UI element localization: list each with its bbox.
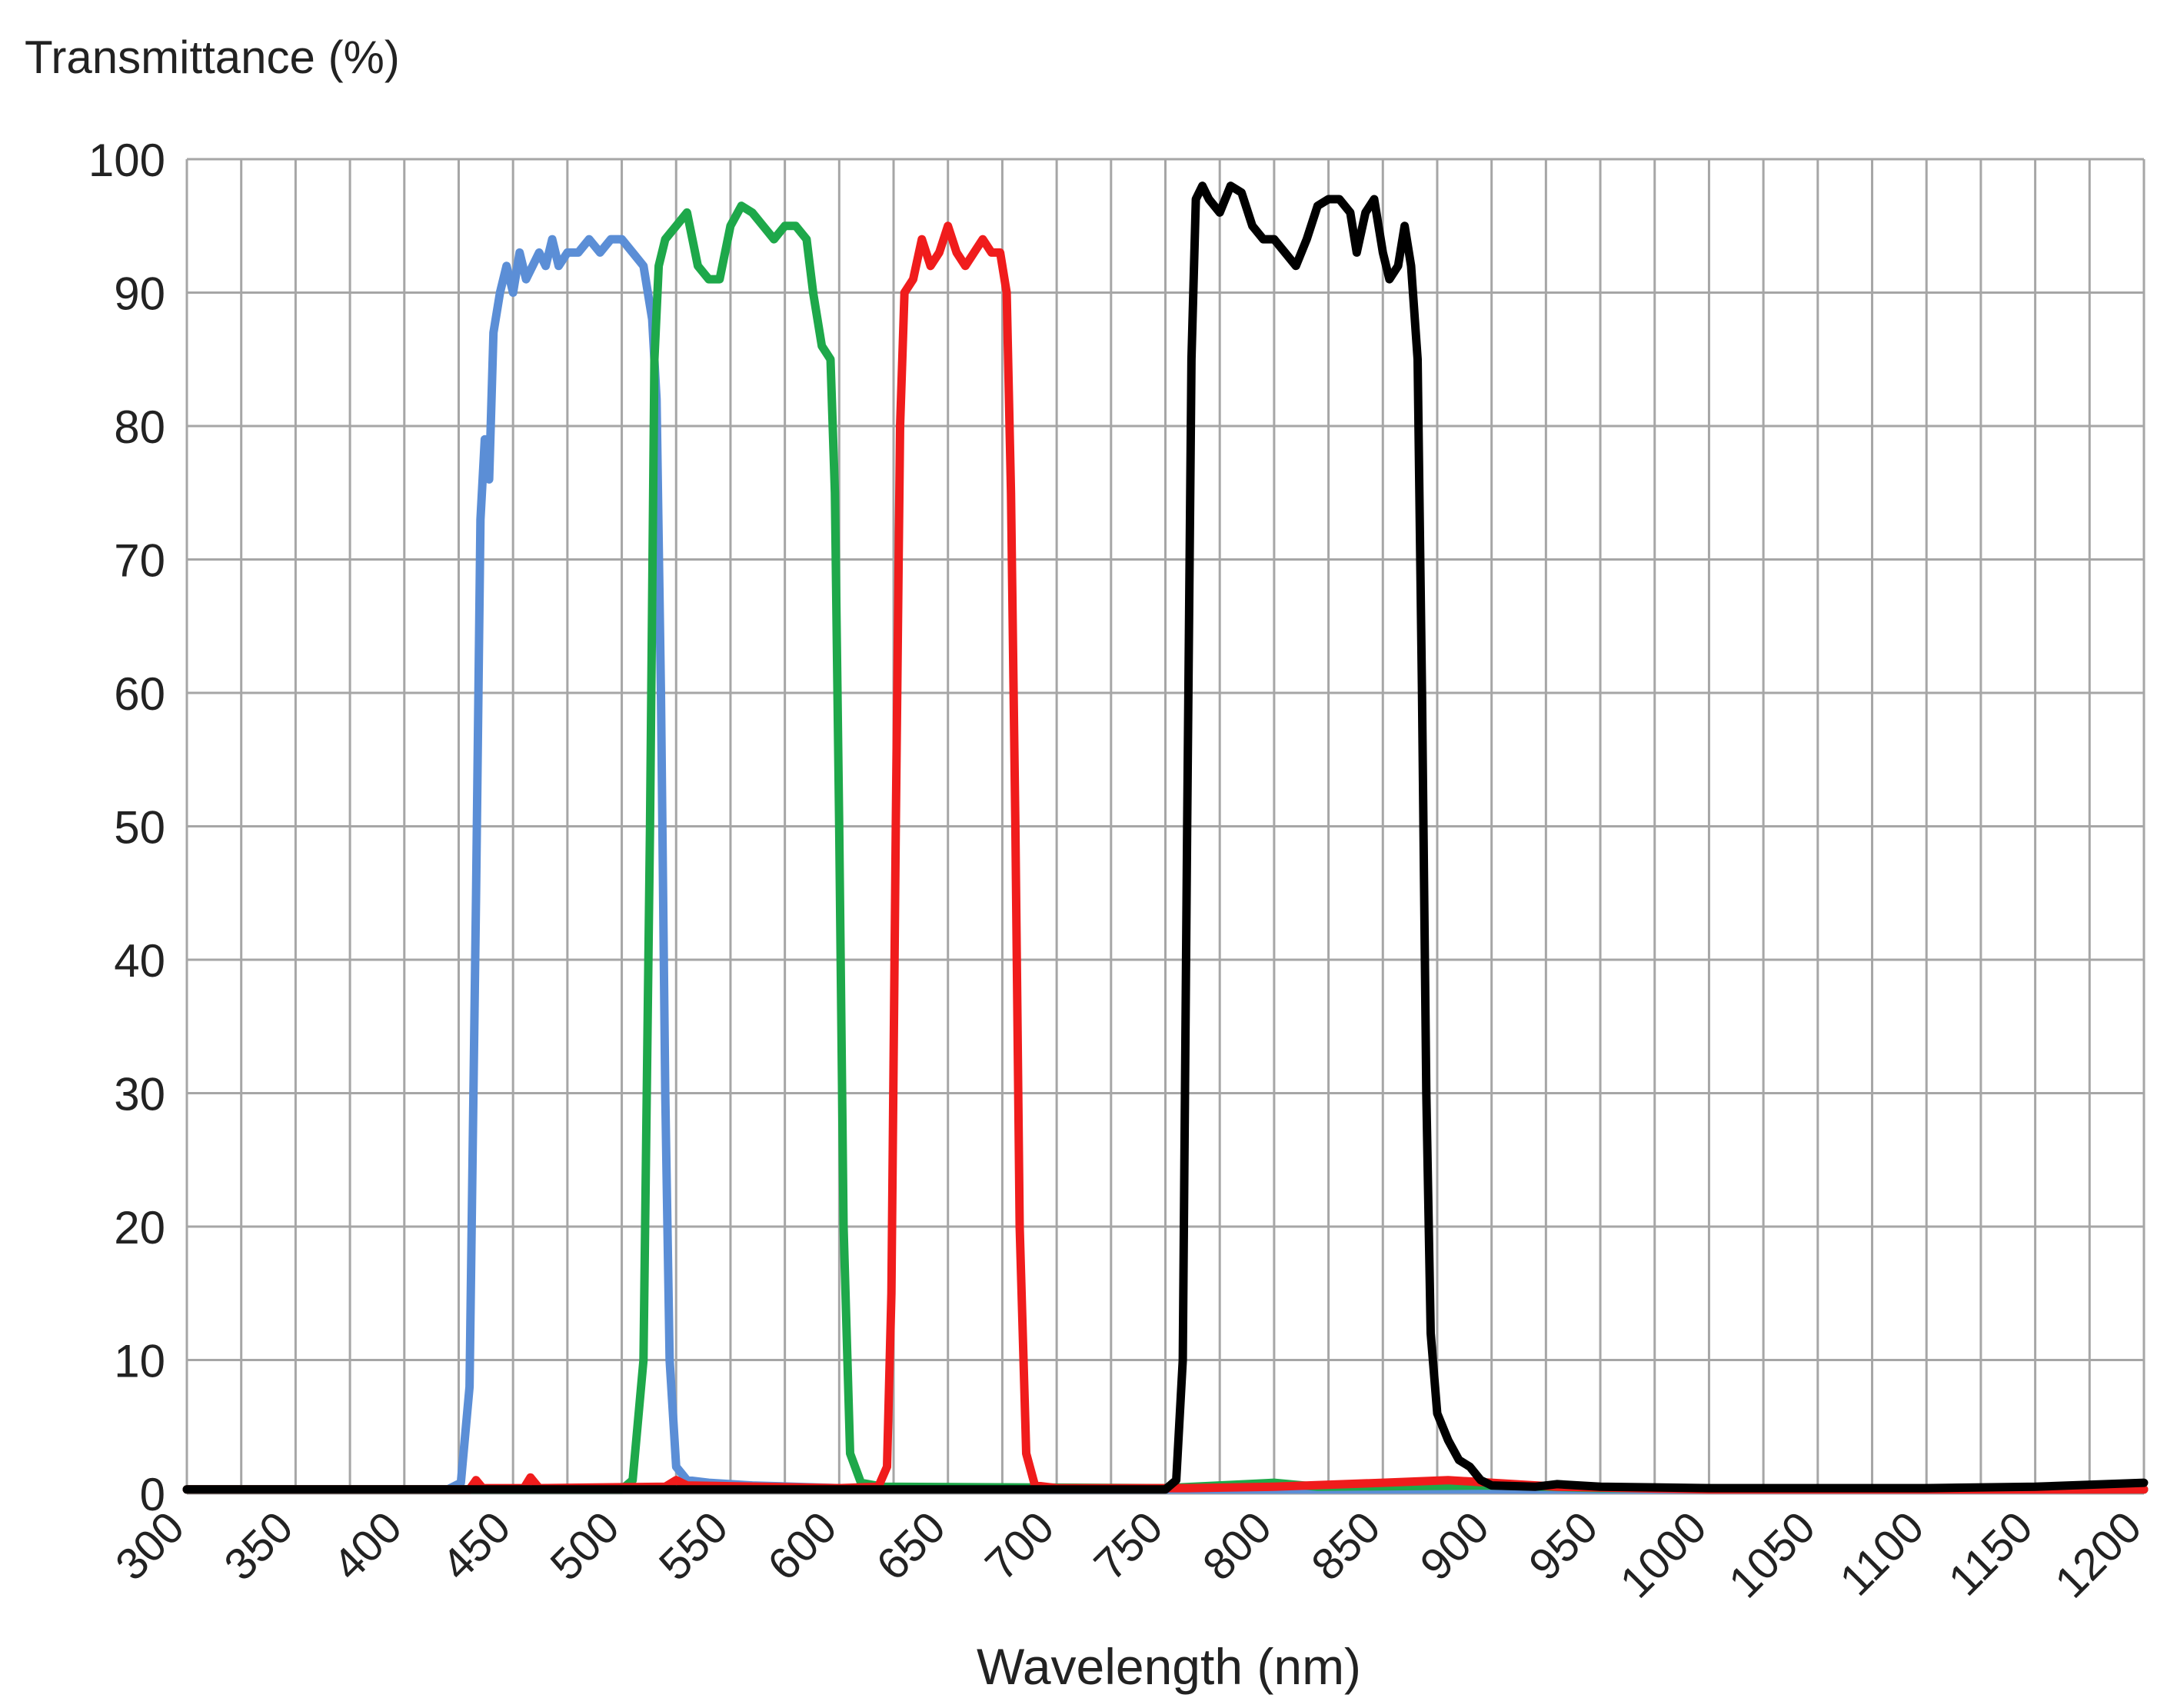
y-axis-label: Transmittance (%) xyxy=(25,32,400,83)
y-tick-label: 20 xyxy=(114,1202,165,1254)
y-tick-label: 30 xyxy=(114,1069,165,1120)
x-tick-label: 1000 xyxy=(1610,1502,1716,1607)
x-tick-label: 900 xyxy=(1410,1502,1498,1590)
x-tick-label: 950 xyxy=(1520,1502,1607,1590)
x-tick-label: 650 xyxy=(867,1502,955,1590)
x-tick-label: 450 xyxy=(432,1502,520,1590)
y-tick-label: 80 xyxy=(114,401,165,453)
x-tick-label: 1050 xyxy=(1719,1502,1825,1607)
y-tick-label: 90 xyxy=(114,268,165,320)
x-axis-label: Wavelength (nm) xyxy=(977,1638,1361,1695)
x-tick-label: 600 xyxy=(758,1502,846,1590)
series-group xyxy=(182,181,2149,1494)
y-tick-label: 10 xyxy=(114,1336,165,1387)
x-tick-label: 750 xyxy=(1084,1502,1172,1590)
y-tick-label: 40 xyxy=(114,935,165,987)
x-axis-tick-labels: 300 350 400 450 500 550 600 650 700 750 800 850 900 9… xyxy=(106,1502,2151,1607)
series-line-1 xyxy=(182,235,2149,1494)
x-tick-label: 500 xyxy=(541,1502,628,1590)
y-tick-label: 70 xyxy=(114,535,165,587)
y-tick-label: 60 xyxy=(114,668,165,720)
x-tick-label: 800 xyxy=(1193,1502,1281,1590)
x-tick-label: 350 xyxy=(215,1502,302,1590)
x-tick-label: 850 xyxy=(1302,1502,1390,1590)
x-tick-label: 1150 xyxy=(1939,1502,2042,1605)
x-tick-label: 700 xyxy=(976,1502,1064,1590)
y-tick-label: 50 xyxy=(114,802,165,854)
y-tick-label: 0 xyxy=(140,1469,165,1520)
y-axis-tick-labels: 0 10 20 30 40 50 60 70 80 90 100 xyxy=(88,135,165,1520)
y-tick-label: 100 xyxy=(88,135,165,186)
x-tick-label: 300 xyxy=(106,1502,194,1590)
x-tick-label: 1100 xyxy=(1830,1502,1933,1605)
x-tick-label: 1200 xyxy=(2046,1502,2151,1607)
series-line-4 xyxy=(182,181,2149,1494)
x-tick-label: 550 xyxy=(650,1502,737,1590)
x-tick-label: 400 xyxy=(324,1502,411,1590)
